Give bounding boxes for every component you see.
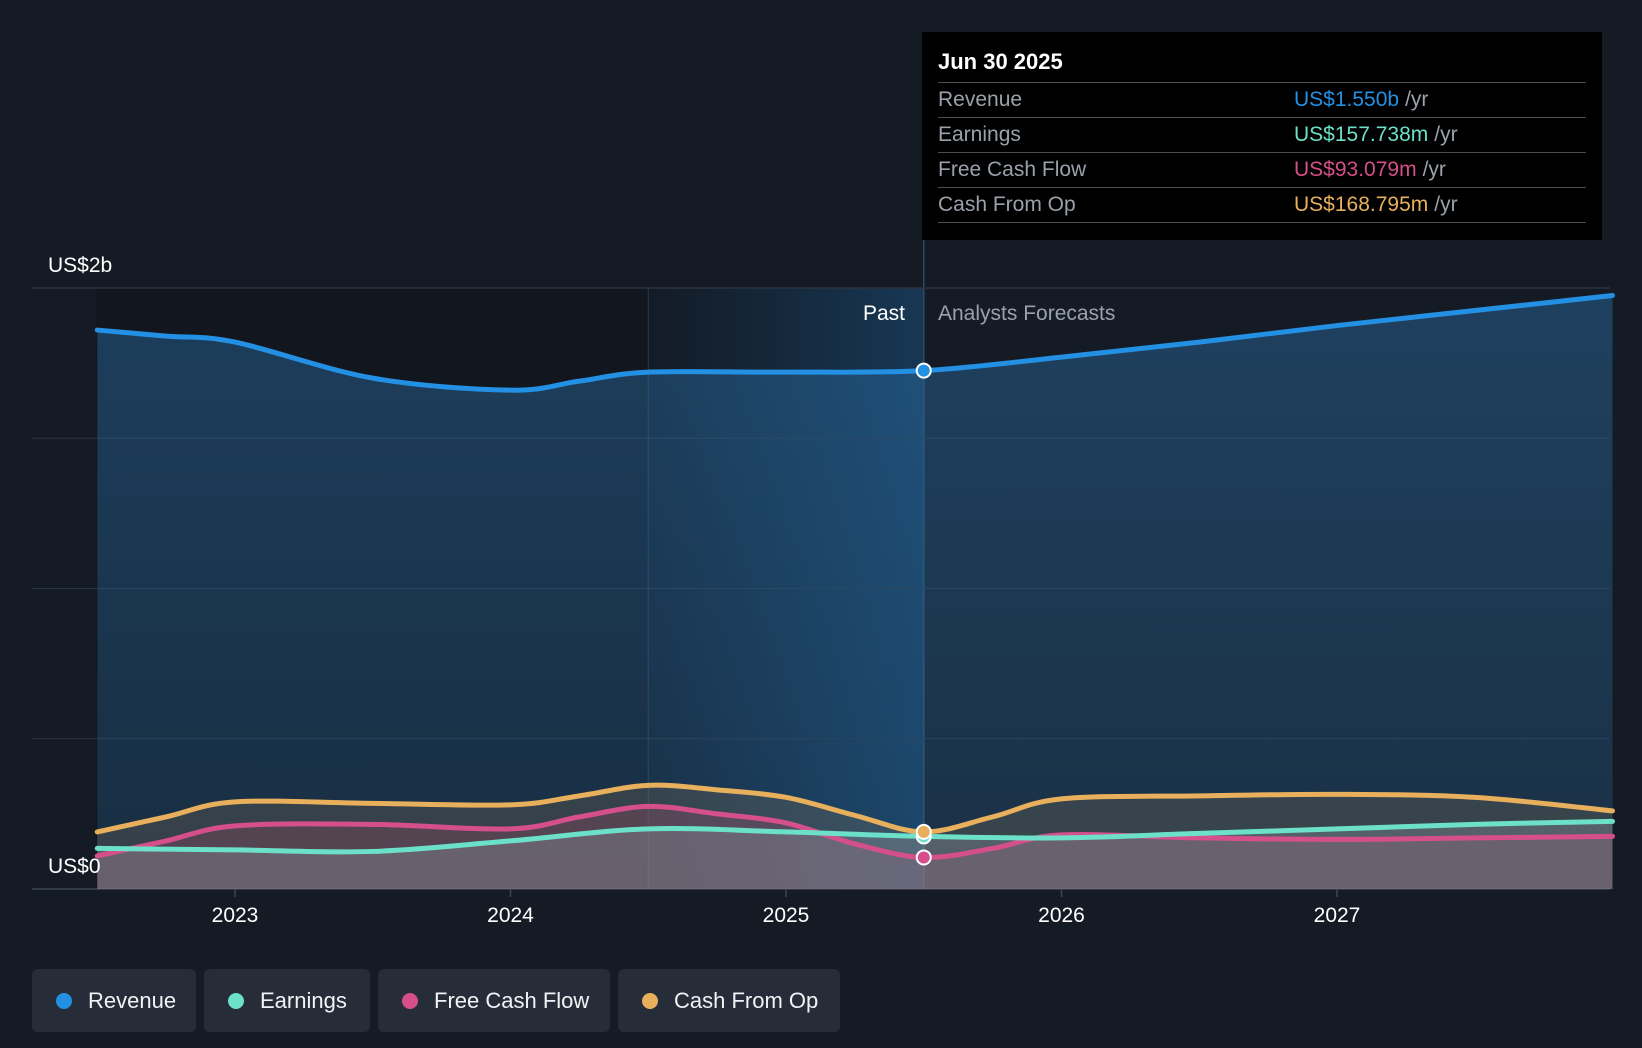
x-tick-label: 2024 [487, 904, 534, 927]
area-cash-from-op [97, 785, 1613, 889]
legend-label: Cash From Op [674, 987, 819, 1013]
legend-item-cash-from-op[interactable]: Cash From Op [618, 969, 840, 1032]
tooltip-row-revenue: Revenue US$1.550b /yr [938, 82, 1586, 117]
legend-label: Free Cash Flow [434, 987, 590, 1013]
tooltip-unit: /yr [1434, 123, 1458, 146]
tooltip-label: Cash From Op [938, 193, 1076, 216]
tooltip-panel: Jun 30 2025 Revenue US$1.550b /yr Earnin… [922, 32, 1602, 240]
area-free-cash-flow [97, 806, 1613, 889]
line-cash-from-op [94, 782, 1615, 835]
tooltip-unit: /yr [1422, 158, 1446, 181]
marker-cash-from-op [915, 823, 932, 840]
tooltip-label: Revenue [938, 88, 1023, 111]
tooltip-label: Earnings [938, 123, 1021, 146]
tooltip-row-cash-from-op: Cash From Op US$168.795m /yr [938, 187, 1586, 223]
legend-dot-icon [402, 992, 418, 1009]
legend-item-free-cash-flow[interactable]: Free Cash Flow [378, 969, 610, 1032]
y-axis-bottom-label: US$0 [48, 855, 101, 878]
legend-dot-icon [56, 992, 72, 1009]
x-tick-label: 2027 [1314, 904, 1361, 927]
line-free-cash-flow [94, 803, 1615, 860]
legend-dot-icon [642, 992, 658, 1009]
tooltip-value: US$168.795m [1294, 193, 1429, 216]
area-revenue [97, 295, 1613, 889]
line-earnings [94, 818, 1615, 855]
tooltip-label: Free Cash Flow [938, 158, 1087, 181]
tooltip-value: US$157.738m [1294, 123, 1429, 146]
tooltip-value: US$1.550b [1294, 88, 1400, 111]
tooltip-unit: /yr [1434, 193, 1458, 216]
marker-free-cash-flow [915, 849, 932, 866]
line-revenue [94, 293, 1615, 393]
x-tick-label: 2023 [212, 904, 259, 927]
tooltip-row-earnings: Earnings US$157.738m /yr [938, 117, 1586, 152]
past-label: Past [863, 302, 905, 325]
tooltip-unit: /yr [1405, 88, 1429, 111]
y-axis-top-label: US$2b [48, 254, 112, 277]
legend-item-revenue[interactable]: Revenue [32, 969, 196, 1032]
legend-label: Revenue [88, 987, 177, 1013]
legend-item-earnings[interactable]: Earnings [204, 969, 370, 1032]
legend-label: Earnings [260, 987, 347, 1013]
marker-revenue [915, 362, 932, 379]
forecast-label: Analysts Forecasts [938, 302, 1115, 325]
tooltip-row-free-cash-flow: Free Cash Flow US$93.079m /yr [938, 152, 1586, 187]
tooltip-value: US$93.079m [1294, 158, 1417, 181]
x-tick-label: 2025 [763, 904, 810, 927]
tooltip-date: Jun 30 2025 [938, 49, 1063, 74]
x-tick-label: 2026 [1038, 904, 1085, 927]
legend-dot-icon [228, 992, 244, 1009]
